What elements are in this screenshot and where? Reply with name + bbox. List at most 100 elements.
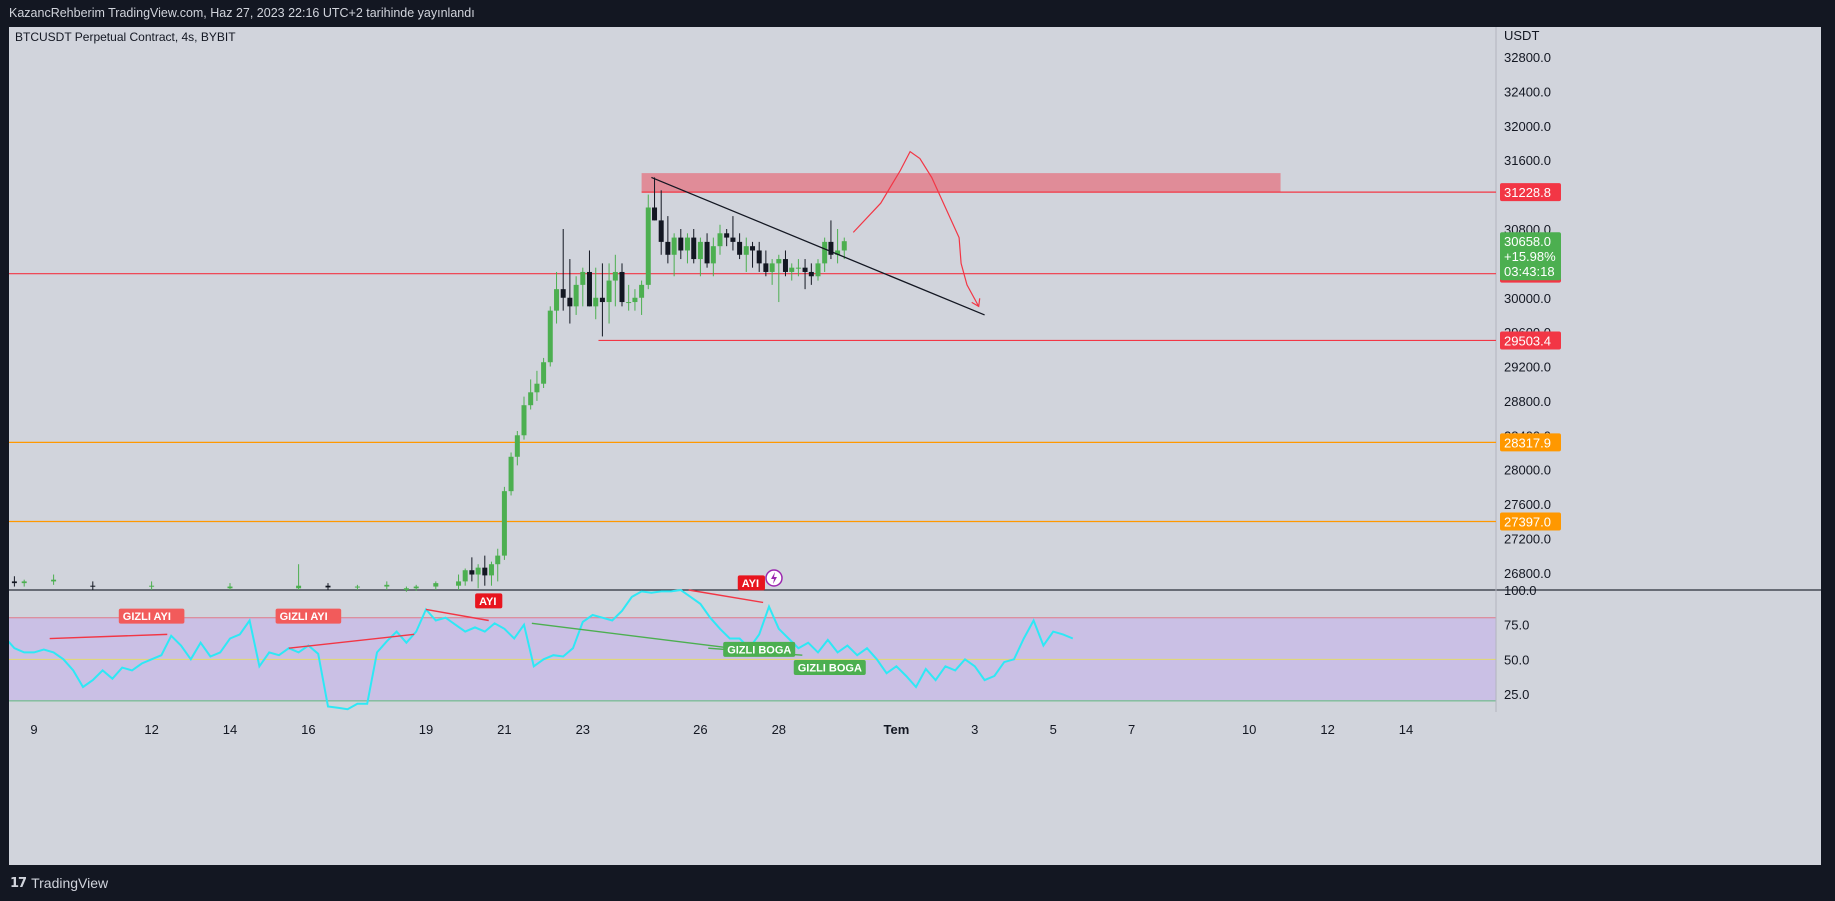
candle-body: [567, 297, 573, 307]
candle-body: [403, 588, 409, 590]
time-tick-label: 26: [693, 722, 707, 737]
price-tick-label: 32000.0: [1504, 119, 1551, 134]
price-tick-label: 27600.0: [1504, 497, 1551, 512]
candle-body: [599, 297, 605, 303]
candle-body: [782, 259, 788, 272]
candle-body: [639, 284, 645, 298]
time-tick-label: 14: [1399, 722, 1413, 737]
candle-body: [815, 263, 821, 277]
price-tick-label: 28000.0: [1504, 463, 1551, 478]
price-label-text-2: 29503.4: [1504, 333, 1551, 348]
candle-body: [21, 581, 27, 584]
divergence-line-2: [425, 608, 489, 622]
rsi-line: [9, 588, 1074, 711]
price-label-badge-3: [1500, 433, 1561, 452]
price-tick-label: 27200.0: [1504, 531, 1551, 546]
time-tick-label: 3: [971, 722, 978, 737]
candle-body: [802, 267, 808, 272]
candle-body: [560, 289, 566, 298]
divergence-line-3: [688, 589, 764, 604]
candle-body: [547, 310, 553, 363]
candle-body: [534, 383, 540, 393]
candle-body: [573, 284, 579, 307]
time-tick-label: 7: [1128, 722, 1135, 737]
signal-label-1: GIZLI AYI: [280, 611, 328, 623]
signal-label-badge-5: [793, 659, 866, 675]
candle-body: [704, 241, 710, 264]
candle-body: [514, 435, 520, 457]
projection-arrow-head: [971, 298, 981, 308]
chart-frame[interactable]: 26800.027200.027600.028000.028400.028800…: [9, 27, 1821, 865]
candle-body: [51, 579, 57, 582]
publish-info: KazancRehberim TradingView.com, Haz 27, …: [9, 6, 475, 20]
candle-body: [11, 581, 17, 584]
candle-body: [717, 233, 723, 247]
candle-body: [354, 586, 360, 588]
candle-body: [684, 237, 690, 251]
tradingview-brand: TradingView: [31, 875, 109, 891]
candle-body: [521, 405, 527, 436]
candle-body: [710, 246, 716, 264]
candle-body: [475, 567, 481, 575]
candle-body: [808, 271, 814, 277]
candle-body: [756, 250, 762, 264]
candle-body: [482, 567, 488, 576]
price-label-text-0: 31228.8: [1504, 185, 1551, 200]
signal-label-4: GIZLI BOGA: [727, 644, 791, 656]
candle-body: [763, 263, 769, 272]
candle-body: [769, 263, 775, 272]
candle-body: [488, 564, 494, 576]
publish-header: KazancRehberim TradingView.com, Haz 27, …: [0, 0, 1835, 27]
price-tick-label: 26800.0: [1504, 566, 1551, 581]
trendline: [651, 176, 985, 316]
last-price-change: +15.98%: [1504, 249, 1556, 264]
candle-body: [495, 555, 501, 565]
currency-label: USDT: [1504, 28, 1539, 43]
candle-body: [632, 297, 638, 303]
tradingview-logo[interactable]: 17 TradingView: [10, 875, 108, 891]
time-tick-label: 19: [419, 722, 433, 737]
candle-body: [528, 392, 534, 406]
candle-body: [619, 271, 625, 303]
price-label-badge-0: [1500, 183, 1561, 202]
candle-body: [606, 280, 612, 303]
candle-body: [743, 246, 749, 255]
price-label-text-3: 28317.9: [1504, 435, 1551, 450]
resistance-zone: [641, 173, 1281, 193]
candle-body: [501, 491, 507, 556]
last-price-value: 30658.0: [1504, 234, 1551, 249]
candle-body: [691, 237, 697, 260]
divergence-line-1: [288, 633, 415, 649]
candle-body: [433, 583, 439, 587]
price-tick-label: 31600.0: [1504, 153, 1551, 168]
candle-body: [678, 237, 684, 251]
last-price-countdown: 03:43:18: [1504, 264, 1555, 279]
candle-body: [469, 570, 475, 575]
price-label-badge-4: [1500, 512, 1561, 531]
candle-body: [658, 220, 664, 242]
divergence-line-0: [49, 633, 168, 640]
candle-body: [828, 241, 834, 255]
signal-label-badge-1: [275, 608, 342, 624]
rsi-tick-label: 25.0: [1504, 687, 1529, 702]
candle-body: [626, 302, 632, 304]
candle-body: [90, 585, 96, 587]
signal-label-3: AYI: [742, 578, 759, 590]
candle-body: [456, 581, 462, 586]
candle-body: [612, 271, 618, 281]
candle-body: [737, 241, 743, 255]
symbol-title: BTCUSDT Perpetual Contract, 4s, BYBIT: [15, 30, 236, 44]
candle-body: [652, 207, 658, 221]
candle-body: [541, 362, 547, 384]
candle-body: [795, 267, 801, 269]
chart-canvas[interactable]: 26800.027200.027600.028000.028400.028800…: [9, 27, 1821, 865]
rsi-tick-label: 100.0: [1504, 583, 1537, 598]
time-tick-label: 12: [144, 722, 158, 737]
signal-label-0: GIZLI AYI: [123, 611, 171, 623]
price-tick-label: 30000.0: [1504, 291, 1551, 306]
time-tick-label: 9: [30, 722, 37, 737]
time-tick-label: 12: [1320, 722, 1334, 737]
candle-body: [789, 267, 795, 272]
candle-body: [835, 250, 841, 255]
candle-body: [149, 585, 155, 587]
